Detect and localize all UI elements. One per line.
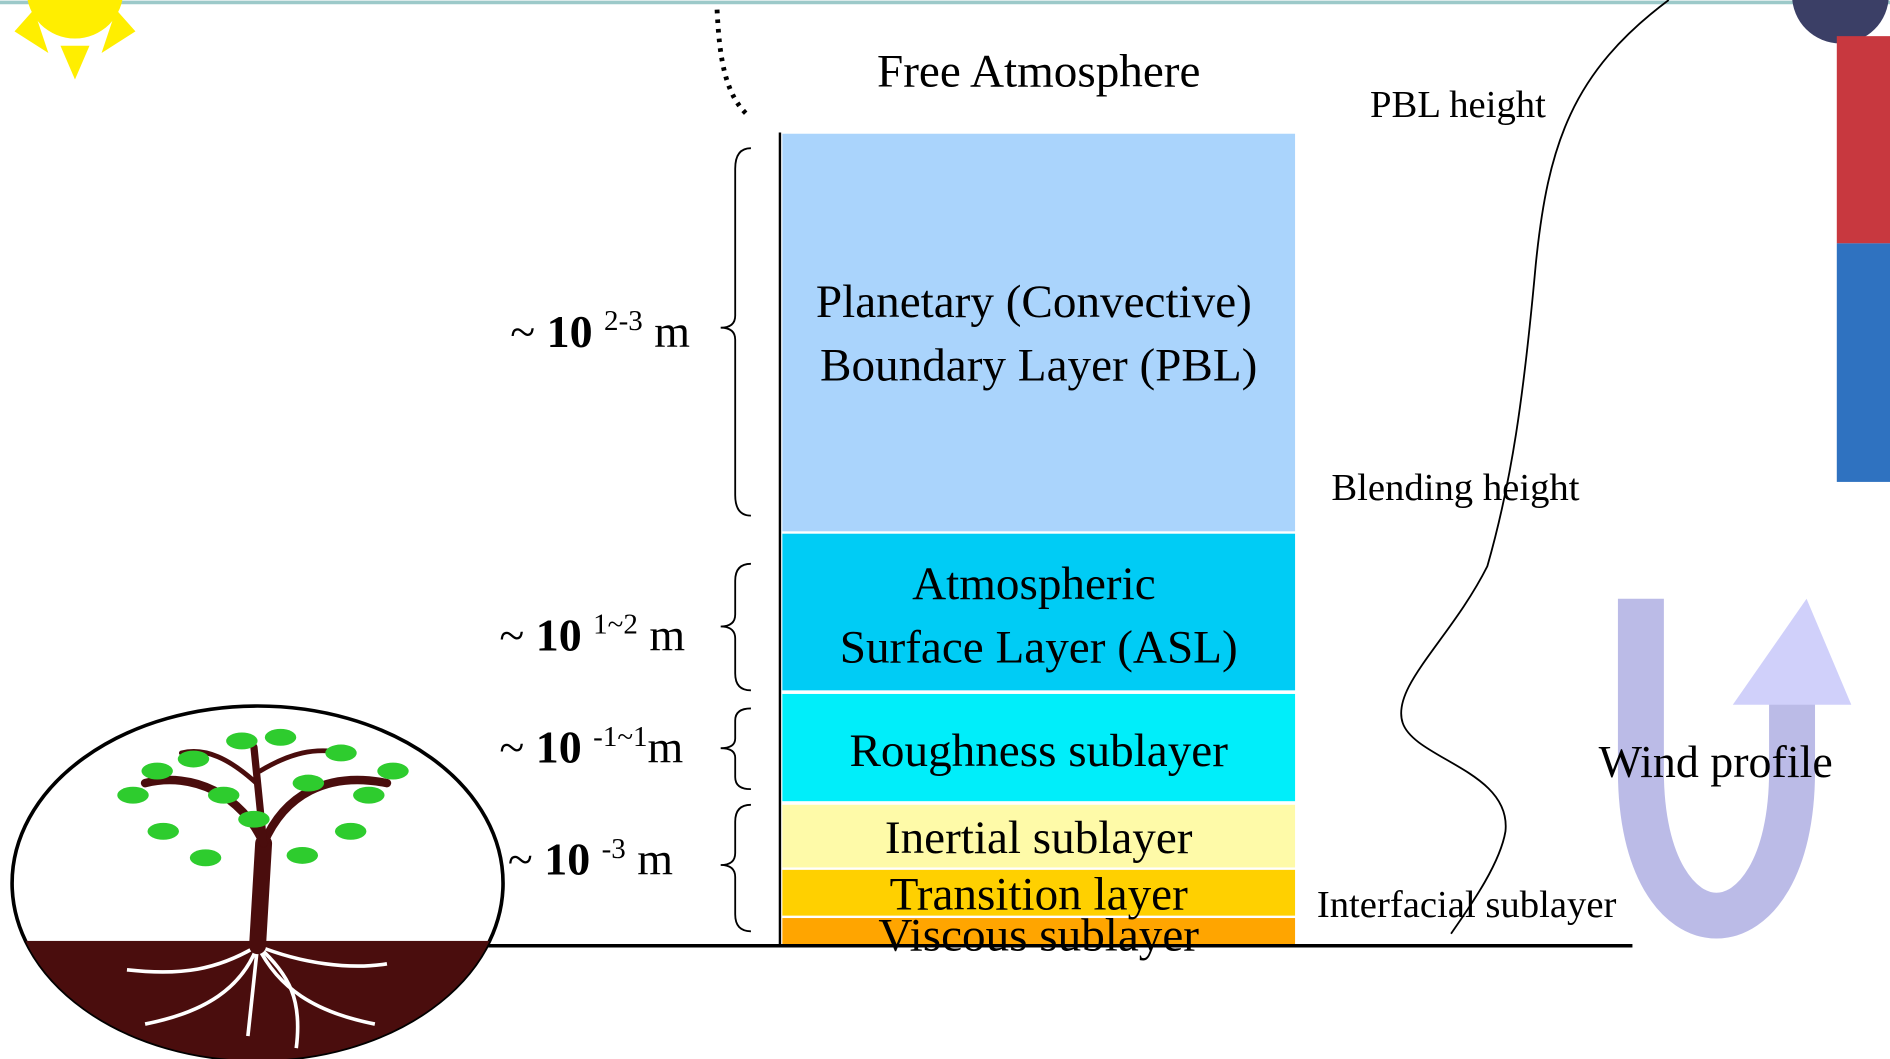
layer-label: Atmospheric xyxy=(912,558,1156,610)
scale-label: ~ 10 -1~1m xyxy=(499,721,683,773)
text-part: m xyxy=(648,722,684,773)
text-part: 1~2 xyxy=(593,609,638,641)
interfacial-sublayer: Interfacial sublayer xyxy=(1317,884,1617,926)
scale-label: ~ 10 1~2 m xyxy=(499,593,685,661)
red-bar xyxy=(1837,36,1890,243)
braces xyxy=(721,148,751,931)
blending-height: Blending height xyxy=(1331,467,1579,509)
blue-bar xyxy=(1837,243,1890,482)
layer-label: Roughness sublayer xyxy=(849,725,1228,777)
layer-label: Boundary Layer (PBL) xyxy=(820,340,1257,392)
layer-label: Inertial sublayer xyxy=(885,812,1193,864)
text-part: 10 xyxy=(536,610,582,661)
scale-label: ~ 10 2-3 m xyxy=(510,289,690,357)
text-part: 2-3 xyxy=(604,305,643,337)
text-part: ~ xyxy=(510,306,535,357)
layer-label: Surface Layer (ASL) xyxy=(840,622,1238,674)
text-part: ~ xyxy=(508,834,533,885)
text-part: m xyxy=(649,610,685,661)
tree-illustration xyxy=(0,706,520,1059)
text-part: ~ xyxy=(499,722,524,773)
page: { "free_atmosphere": "Free Atmosphere", … xyxy=(0,0,1890,1059)
diagram: Free Atmosphere Planetary (Convective) B… xyxy=(0,0,1890,1059)
dotted-curve xyxy=(717,10,750,117)
text-part: ~ xyxy=(499,610,524,661)
text-part: -3 xyxy=(602,833,626,865)
text-part: m xyxy=(654,306,690,357)
text-part: -1~1 xyxy=(593,721,647,753)
free-atmosphere: Free Atmosphere xyxy=(877,46,1200,98)
pbl-layer xyxy=(782,134,1295,532)
layer-label: Planetary (Convective) xyxy=(816,276,1252,328)
text-part: 10 xyxy=(536,722,582,773)
text-part: 10 xyxy=(544,834,590,885)
text-part: 10 xyxy=(547,306,593,357)
text-part: m xyxy=(637,834,673,885)
scale-label: ~ 10 -3 m xyxy=(508,817,673,885)
wind-profile-label: Wind profile xyxy=(1599,736,1833,787)
sun xyxy=(15,0,136,80)
layer-label: Viscous sublayer xyxy=(878,910,1199,962)
pbl-height: PBL height xyxy=(1370,84,1546,126)
